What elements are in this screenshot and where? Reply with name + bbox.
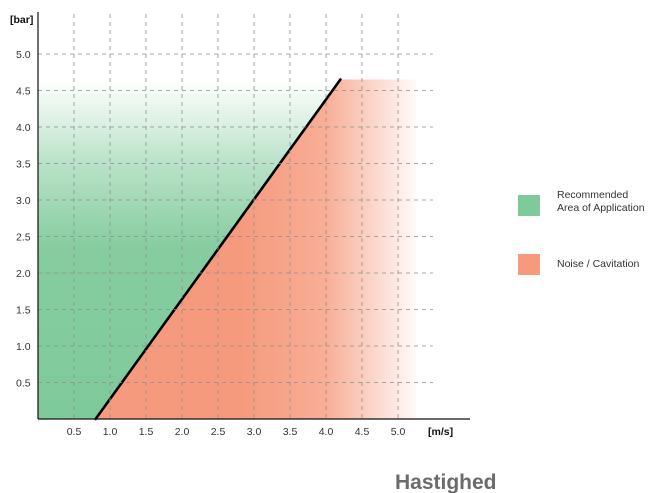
x-tick-label: 4.5 [355, 426, 370, 438]
x-tick-labels: 0.5 1.0 1.5 2.0 2.5 3.0 3.5 4.0 4.5 5.0 [67, 426, 406, 438]
legend-swatch [518, 195, 540, 216]
x-tick-label: 3.5 [283, 426, 298, 438]
y-tick-label: 5.0 [16, 49, 31, 61]
x-tick-label: 3.0 [247, 426, 262, 438]
y-tick-label: 2.5 [16, 232, 31, 244]
y-tick-label: 1.0 [16, 341, 31, 353]
legend-swatch [518, 254, 540, 275]
chart-title: Hastighed [395, 471, 497, 493]
y-tick-label: 4.0 [16, 122, 31, 134]
y-tick-label: 1.5 [16, 305, 31, 317]
y-tick-label: 3.5 [16, 159, 31, 171]
y-tick-label: 3.0 [16, 195, 31, 207]
region-recommended [38, 79, 341, 420]
y-tick-label: 4.5 [16, 86, 31, 98]
x-tick-label: 1.0 [103, 426, 118, 438]
y-tick-label: 2.0 [16, 268, 31, 280]
legend-label: Recommended [557, 189, 628, 201]
y-tick-label: 0.5 [16, 378, 31, 390]
x-tick-label: 2.0 [175, 426, 190, 438]
region-noise-cavitation [95, 79, 416, 420]
x-tick-label: 4.0 [319, 426, 334, 438]
x-tick-label: 5.0 [391, 426, 406, 438]
plot-regions [38, 78, 416, 421]
x-tick-label: 1.5 [139, 426, 154, 438]
x-tick-label: 2.5 [211, 426, 226, 438]
y-axis-unit: [bar] [10, 14, 33, 26]
y-tick-labels: 0.5 1.0 1.5 2.0 2.5 3.0 3.5 4.0 4.5 5.0 [16, 49, 31, 390]
grid-lines [38, 14, 433, 419]
x-tick-label: 0.5 [67, 426, 82, 438]
x-axis-unit: [m/s] [428, 426, 453, 438]
legend-label: Area of Application [557, 202, 645, 214]
legend-label: Noise / Cavitation [557, 258, 639, 270]
axes [37, 12, 470, 420]
